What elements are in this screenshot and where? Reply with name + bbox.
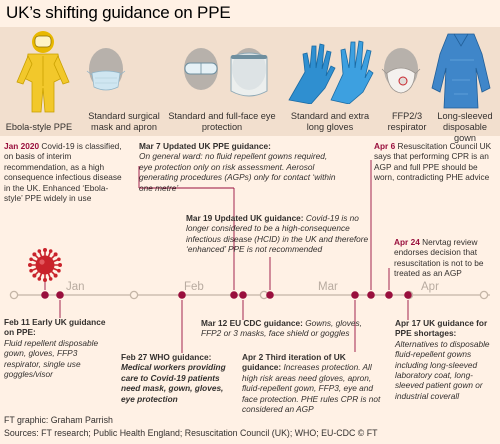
ppe-label-mask-apron: Standard surgical mask and apron (88, 111, 160, 132)
event-mar-12: Mar 12 EU CDC guidance: Gowns, gloves, F… (201, 318, 365, 339)
ppe-label-eye-protection: Standard and full-face eye protection (168, 111, 276, 132)
hazmat-suit-icon (16, 31, 70, 113)
event-heading: Mar 12 EU CDC guidance: (201, 318, 303, 328)
gloves-icon (288, 40, 374, 104)
marker-feb27 (178, 291, 186, 299)
marker-apr2 (351, 291, 359, 299)
event-heading: Mar 19 Updated UK guidance: (186, 213, 304, 223)
event-text: Nervtag review endorses decision that re… (394, 237, 484, 279)
graphic-credit: FT graphic: Graham Parrish (4, 415, 113, 425)
event-body: On general ward: no fluid repellent gown… (139, 151, 336, 193)
event-body: Medical workers providing care to Covid-… (121, 362, 226, 404)
sources-line: Sources: FT research; Public Health Engl… (4, 428, 378, 438)
face-shield-icon (230, 48, 268, 97)
event-date: Jan 2020 (4, 141, 40, 151)
marker-mar19 (266, 291, 274, 299)
event-text: Resuscitation Council UK says that perfo… (374, 141, 492, 183)
virus-icon (28, 248, 62, 282)
event-date: Apr 6 (374, 141, 396, 151)
event-mar-19: Mar 19 Updated UK guidance: Covid-19 is … (186, 213, 382, 255)
event-body: Increases protection. All high risk area… (242, 362, 381, 415)
month-tick-2 (129, 290, 139, 300)
respirator-icon (381, 48, 421, 94)
event-feb-27: Feb 27 WHO guidance: Medical workers pro… (121, 352, 231, 404)
month-label-feb: Feb (184, 281, 204, 293)
ppe-label-gloves: Standard and extra long gloves (290, 111, 370, 132)
marker-mar7 (230, 291, 238, 299)
ppe-label-gown: Long-sleeved disposable gown (437, 111, 493, 143)
event-apr-6: Apr 6 Resuscitation Council UK says that… (374, 141, 498, 183)
ppe-label-respirator: FFP2/3 respirator (387, 111, 427, 132)
event-body: Fluid repellent disposable gown, gloves,… (4, 337, 99, 380)
event-heading: Apr 2 Third iteration of UK guidance: (242, 352, 346, 373)
month-tick-1 (9, 290, 19, 300)
marker-jan20 (41, 291, 49, 299)
month-tick-5 (479, 290, 489, 300)
event-apr-17: Apr 17 UK guidance for PPE shortages: Al… (395, 318, 498, 401)
event-heading: Feb 11 Early UK guidance on PPE: (4, 317, 106, 338)
goggles-icon (184, 48, 218, 90)
month-label-mar: Mar (318, 281, 338, 293)
marker-mar12 (239, 291, 247, 299)
event-body: Covid-19 is no longer considered to be a… (186, 213, 369, 255)
event-body: Alternatives to disposable fluid-repelle… (395, 338, 490, 401)
surgical-mask-icon (86, 48, 126, 91)
event-apr-2: Apr 2 Third iteration of UK guidance: In… (242, 352, 382, 414)
marker-apr17 (404, 291, 412, 299)
month-label-jan: Jan (66, 281, 85, 293)
month-label-apr: Apr (421, 281, 439, 293)
event-heading: Apr 17 UK guidance for PPE shortages: (395, 318, 488, 339)
event-heading: Mar 7 Updated UK PPE guidance: (139, 141, 271, 151)
event-apr-24: Apr 24 Nervtag review endorses decision … (394, 237, 498, 279)
event-mar-7: Mar 7 Updated UK PPE guidance: On genera… (139, 141, 339, 193)
marker-feb11 (56, 291, 64, 299)
event-feb-11: Feb 11 Early UK guidance on PPE: Fluid r… (4, 317, 116, 379)
event-date: Apr 24 (394, 237, 420, 247)
page-title: UK’s shifting guidance on PPE (6, 3, 231, 22)
marker-apr24 (385, 291, 393, 299)
event-heading: Feb 27 WHO guidance: (121, 352, 212, 362)
gown-icon (431, 33, 491, 109)
marker-apr6 (367, 291, 375, 299)
ppe-label-ebola: Ebola-style PPE (5, 122, 73, 132)
event-body: Gowns, gloves, FFP2 or 3 masks, face shi… (201, 318, 362, 339)
event-jan-2020: Jan 2020 Covid-19 is classified, on basi… (4, 141, 122, 203)
event-text: Covid-19 is classified, on basis of inte… (4, 141, 122, 204)
